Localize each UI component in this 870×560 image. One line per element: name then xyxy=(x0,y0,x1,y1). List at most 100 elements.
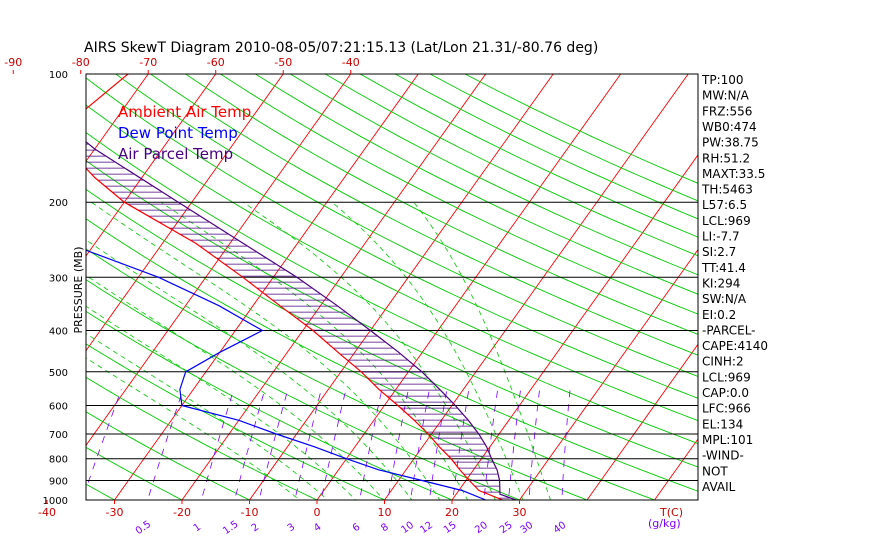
bottom-temp-label: -10 xyxy=(241,506,259,519)
isotherm-line xyxy=(316,74,622,500)
isotherm-line xyxy=(383,74,689,500)
dry-adiabat-line xyxy=(86,343,386,500)
dry-adiabat-line xyxy=(324,74,698,257)
pressure-tick-label: 200 xyxy=(49,198,68,209)
dry-adiabat-line xyxy=(219,74,698,315)
mixing-ratio-label: 10 xyxy=(399,520,416,536)
stability-index-item: TP:100 xyxy=(701,73,744,87)
top-temp-label: -80 xyxy=(72,56,90,69)
mixing-ratio-line xyxy=(528,389,540,500)
legend-parcel: Air Parcel Temp xyxy=(118,145,233,163)
isotherm-line xyxy=(0,55,27,510)
stability-index-item: EI:0.2 xyxy=(702,308,736,322)
bottom-temp-label: 20 xyxy=(445,506,459,519)
pressure-tick-label: 400 xyxy=(49,326,68,337)
dry-adiabat-line xyxy=(86,188,698,492)
bottom-temp-label: -20 xyxy=(173,506,191,519)
stability-index-item: SW:N/A xyxy=(702,292,747,306)
bottom-temp-label: -40 xyxy=(38,506,56,519)
top-temp-label: -90 xyxy=(4,56,22,69)
mixing-ratio-unit-label: (g/kg) xyxy=(648,517,681,530)
mixing-ratio-line xyxy=(200,389,234,500)
stability-index-item: KI:294 xyxy=(702,276,740,290)
legend: Ambient Air Temp Dew Point Temp Air Parc… xyxy=(118,103,251,163)
dry-adiabat-line xyxy=(289,74,698,276)
dry-adiabat-line xyxy=(86,248,589,500)
mixing-ratio-label: 20 xyxy=(473,520,490,536)
stability-index-item: SI:2.7 xyxy=(702,245,736,259)
legend-dewpoint: Dew Point Temp xyxy=(118,124,238,142)
moist-adiabat-line xyxy=(86,239,413,500)
isotherm-line xyxy=(248,74,554,500)
stability-index-item: CAP:0.0 xyxy=(702,386,749,400)
bottom-temp-label: 0 xyxy=(314,506,321,519)
bottom-temp-label: 30 xyxy=(513,506,527,519)
stability-index-item: -WIND- xyxy=(702,449,744,463)
mixing-ratio-line xyxy=(428,389,448,500)
ambient-temp-line xyxy=(86,74,503,500)
axes: 1002003004005006007008009001000-50-40-30… xyxy=(4,56,569,537)
isotherm-line xyxy=(86,74,352,447)
isotherm-line xyxy=(86,74,217,257)
stability-index-item: PW:38.75 xyxy=(702,136,759,150)
top-temp-label: -40 xyxy=(342,56,360,69)
mixing-ratio-label: 6 xyxy=(351,522,363,535)
mixing-ratio-label: 1 xyxy=(192,522,204,535)
moist-adiabat-line xyxy=(242,201,496,500)
dry-adiabat-line xyxy=(86,218,656,500)
mixing-ratio-line xyxy=(320,389,347,500)
mixing-ratio-line xyxy=(410,389,430,500)
dry-adiabat-line xyxy=(114,74,698,377)
mixing-ratio-line xyxy=(234,389,266,500)
mixing-ratio-label: 3 xyxy=(286,522,298,535)
top-temp-label: -60 xyxy=(207,56,225,69)
mixing-ratio-label: 1.5 xyxy=(221,519,240,537)
mixing-ratio-label: 25 xyxy=(498,520,515,536)
temp-unit-label: T(C) xyxy=(659,506,683,519)
dry-adiabat-line xyxy=(184,74,698,335)
isotherm-line xyxy=(586,343,698,500)
plot-frame xyxy=(85,73,699,501)
stability-index-item: MW:N/A xyxy=(702,89,750,103)
y-axis-label: PRESSURE (MB) xyxy=(72,247,85,334)
mixing-ratio-line xyxy=(294,389,322,500)
mixing-ratio-label: 40 xyxy=(552,520,569,536)
stability-index-item: CAPE:4140 xyxy=(702,339,768,353)
moist-adiabat-line xyxy=(331,201,524,500)
parcel-line xyxy=(86,141,517,500)
dry-adiabat-line xyxy=(394,74,698,220)
stability-index-item: L57:6.5 xyxy=(702,198,747,212)
mixing-ratio-line xyxy=(86,389,122,491)
stability-index-item: LCL:969 xyxy=(702,370,751,384)
stability-index-item: EL:134 xyxy=(702,417,743,431)
top-temp-label: -70 xyxy=(139,56,157,69)
dry-adiabat-line xyxy=(86,310,454,500)
stability-index-item: RH:51.2 xyxy=(702,151,750,165)
isotherm-line xyxy=(451,154,698,500)
bottom-temp-label: 10 xyxy=(378,506,392,519)
mixing-ratio-line xyxy=(147,389,184,500)
mixing-ratio-line xyxy=(359,389,383,500)
mixing-ratio-label: 12 xyxy=(418,520,435,536)
top-temp-label: -50 xyxy=(274,56,292,69)
chart-title: AIRS SkewT Diagram 2010-08-05/07:21:15.1… xyxy=(84,40,598,56)
stability-index-item: WB0:474 xyxy=(702,120,757,134)
stability-index-item: LI:-7.7 xyxy=(702,230,740,244)
isotherm-line xyxy=(518,248,698,500)
dry-adiabat-line xyxy=(86,411,251,500)
stability-index-item: TT:41.4 xyxy=(701,261,746,275)
moist-adiabat-line xyxy=(86,357,301,500)
pressure-tick-label: 1000 xyxy=(43,496,68,507)
moist-adiabat-line xyxy=(91,201,441,500)
stability-index-item: MAXT:33.5 xyxy=(702,167,765,181)
dry-adiabat-line xyxy=(149,74,698,356)
dry-adiabat-line xyxy=(464,74,698,184)
dry-adiabat-line xyxy=(86,131,698,445)
stability-index-item: -PARCEL- xyxy=(702,323,756,337)
dry-adiabat-line xyxy=(359,74,698,238)
mixing-ratio-label: 4 xyxy=(312,522,324,535)
isotherm-line xyxy=(653,438,698,500)
pressure-tick-label: 500 xyxy=(49,368,68,379)
stability-index-item: FRZ:556 xyxy=(702,104,752,118)
